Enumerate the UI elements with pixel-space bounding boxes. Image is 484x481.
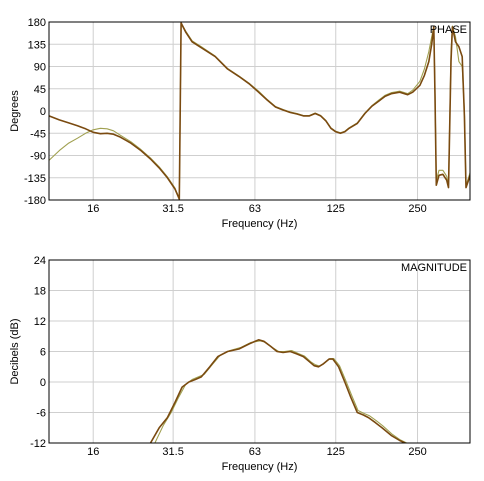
phase-y-tick-label: -180 <box>24 195 46 207</box>
phase-x-axis-label: Frequency (Hz) <box>222 218 298 230</box>
magnitude-y-tick-label: 12 <box>34 316 46 328</box>
phase-x-tick-label: 125 <box>327 203 345 215</box>
magnitude-chart-title: MAGNITUDE <box>401 262 467 274</box>
phase-series-group <box>49 22 470 200</box>
magnitude-y-tick-label: -12 <box>30 438 46 450</box>
magnitude-y-tick-label: 6 <box>40 347 46 359</box>
phase-y-axis-label: Degrees <box>9 90 21 132</box>
magnitude-series-line-2 <box>154 340 407 443</box>
phase-y-tick-label: 135 <box>28 39 46 51</box>
magnitude-x-tick-label: 125 <box>327 446 345 458</box>
magnitude-x-tick-label: 63 <box>249 446 261 458</box>
magnitude-x-tick-label: 16 <box>87 446 99 458</box>
magnitude-y-tick-label: -6 <box>36 408 46 420</box>
phase-chart-title: PHASE <box>430 24 467 36</box>
phase-y-tick-label: 180 <box>28 17 46 29</box>
magnitude-y-tick-labels: 24 18 12 6 0 -6 -12 <box>30 255 46 450</box>
magnitude-chart: 16 31.5 63 125 250 24 18 12 6 0 -6 -12 MAGNITUDE F… <box>9 255 471 473</box>
magnitude-series-group <box>149 338 407 443</box>
phase-y-tick-label: 45 <box>34 84 46 96</box>
phase-x-tick-label: 16 <box>87 203 99 215</box>
phase-chart: 16 31.5 63 125 250 180 135 90 45 0 -45 -90 -135 -180… <box>9 17 471 230</box>
magnitude-series-line-1 <box>149 338 406 443</box>
magnitude-y-axis-label: Decibels (dB) <box>9 318 21 384</box>
magnitude-x-tick-label: 250 <box>408 446 426 458</box>
magnitude-x-tick-labels: 16 31.5 63 125 250 <box>87 446 427 458</box>
phase-y-tick-label: 0 <box>40 106 46 118</box>
phase-y-tick-label: -135 <box>24 173 46 185</box>
phase-x-tick-label: 31.5 <box>162 203 183 215</box>
magnitude-plot-frame <box>48 259 471 444</box>
phase-y-tick-label: 90 <box>34 62 46 74</box>
magnitude-x-tick-label: 31.5 <box>162 446 183 458</box>
magnitude-x-axis-label: Frequency (Hz) <box>222 461 298 473</box>
phase-y-tick-label: -90 <box>30 151 46 163</box>
magnitude-y-tick-label: 18 <box>34 286 46 298</box>
phase-y-tick-label: -45 <box>30 128 46 140</box>
magnitude-y-tick-label: 24 <box>34 255 46 267</box>
phase-y-tick-labels: 180 135 90 45 0 -45 -90 -135 -180 <box>24 17 46 207</box>
phase-x-tick-labels: 16 31.5 63 125 250 <box>87 203 427 215</box>
phase-x-tick-label: 250 <box>408 203 426 215</box>
phase-plot-frame <box>48 21 471 201</box>
phase-series-line-1 <box>49 22 470 200</box>
magnitude-y-tick-label: 0 <box>40 377 46 389</box>
phase-x-tick-label: 63 <box>249 203 261 215</box>
